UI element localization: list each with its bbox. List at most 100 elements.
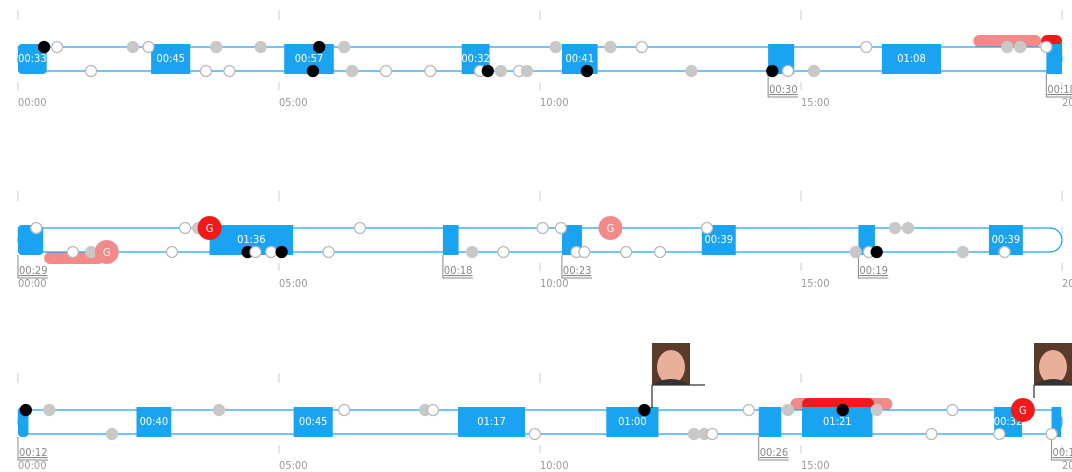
shift-block xyxy=(458,407,526,437)
shift-label: 00:45 xyxy=(299,415,328,428)
goal-label: G xyxy=(607,222,615,235)
event-dot xyxy=(338,40,351,54)
event-dot xyxy=(313,40,326,54)
shift-bracket xyxy=(442,255,473,279)
event-dot xyxy=(1040,40,1053,54)
player-photo xyxy=(651,343,1072,408)
event-dot xyxy=(37,40,51,54)
shift-bracket xyxy=(17,255,48,279)
shift-label: 00:30 xyxy=(769,83,798,96)
time-label: 20:00 xyxy=(1062,96,1072,109)
goal-label: G xyxy=(1019,404,1027,417)
shift-label: 00:23 xyxy=(563,264,592,277)
event-dot xyxy=(30,221,43,235)
event-dot xyxy=(946,403,959,417)
shift-block xyxy=(758,407,782,437)
event-dot xyxy=(993,427,1006,441)
shift-block xyxy=(18,44,47,74)
time-label: 05:00 xyxy=(279,277,308,290)
goal-marker xyxy=(1010,398,1035,422)
shift-block xyxy=(881,44,942,74)
shift-label: 00:12 xyxy=(19,446,48,459)
goal-label: G xyxy=(206,222,214,235)
event-dot xyxy=(223,64,236,78)
shift-label: 01:08 xyxy=(897,52,926,65)
time-label: 10:00 xyxy=(540,459,569,472)
track xyxy=(17,409,1063,435)
shift-label: 00:18 xyxy=(444,264,473,277)
event-dot xyxy=(210,40,223,54)
event-dot xyxy=(766,64,779,78)
shift-block xyxy=(1051,407,1062,437)
shift-label: 00:26 xyxy=(760,446,789,459)
event-dot xyxy=(706,427,719,441)
shift-label: 01:17 xyxy=(477,415,506,428)
goal-marker xyxy=(197,216,222,240)
time-label: 10:00 xyxy=(540,96,569,109)
event-dot xyxy=(1045,427,1058,441)
event-dot xyxy=(849,245,862,259)
event-dot xyxy=(635,40,648,54)
shift-label: 00:11 xyxy=(1053,446,1072,459)
event-dot xyxy=(807,64,821,78)
time-label: 15:00 xyxy=(801,459,830,472)
event-dot xyxy=(836,403,849,417)
event-dot xyxy=(306,64,320,78)
time-label: 00:00 xyxy=(18,277,47,290)
event-dot xyxy=(870,403,883,417)
shift-bracket xyxy=(561,255,592,279)
event-dot xyxy=(105,427,119,441)
time-label: 20:00 xyxy=(1062,277,1072,290)
event-dot xyxy=(554,221,568,235)
event-dot xyxy=(338,403,351,417)
event-dot xyxy=(426,403,440,417)
shift-label: 01:00 xyxy=(618,415,647,428)
event-dot xyxy=(353,221,367,235)
event-dot xyxy=(465,245,479,259)
event-dot xyxy=(66,245,79,259)
event-dot xyxy=(956,245,969,259)
event-dot xyxy=(685,64,698,78)
event-dot xyxy=(379,64,393,78)
goal-marker xyxy=(94,240,119,264)
event-dot xyxy=(424,64,437,78)
time-label: 05:00 xyxy=(279,459,308,472)
event-dot xyxy=(781,403,795,417)
time-label: 15:00 xyxy=(801,277,830,290)
goal-marker xyxy=(598,216,623,240)
goal-label: G xyxy=(103,246,111,259)
event-dot xyxy=(870,245,883,259)
event-dot xyxy=(536,221,549,235)
shift-block xyxy=(151,44,191,74)
shift-label: 00:40 xyxy=(140,415,169,428)
time-label: 10:00 xyxy=(540,277,569,290)
time-label: 00:00 xyxy=(18,459,47,472)
time-label: 05:00 xyxy=(279,96,308,109)
time-label: 20:00 xyxy=(1062,459,1072,472)
shift-bracket xyxy=(767,74,799,98)
shift-block xyxy=(293,407,333,437)
shift-label: 00:18 xyxy=(1047,83,1072,96)
shift-label: 01:36 xyxy=(237,233,266,246)
event-dot xyxy=(481,64,494,78)
event-dot xyxy=(126,40,139,54)
event-dot xyxy=(265,245,278,259)
shift-label: 00:45 xyxy=(156,52,185,65)
event-dot xyxy=(687,427,701,441)
event-dot xyxy=(700,221,714,235)
shift-label: 00:41 xyxy=(566,52,595,65)
event-dot xyxy=(653,245,667,259)
event-dot xyxy=(781,64,795,78)
time-label: 15:00 xyxy=(801,96,830,109)
shift-label: 00:19 xyxy=(859,264,888,277)
event-dot xyxy=(43,403,56,417)
shift-bracket xyxy=(758,437,789,461)
time-label: 00:00 xyxy=(18,96,47,109)
event-dot xyxy=(580,64,594,78)
event-dot xyxy=(578,245,591,259)
event-dot xyxy=(619,245,633,259)
event-dot xyxy=(520,64,534,78)
shift-block xyxy=(442,225,459,255)
event-dot xyxy=(249,245,262,259)
